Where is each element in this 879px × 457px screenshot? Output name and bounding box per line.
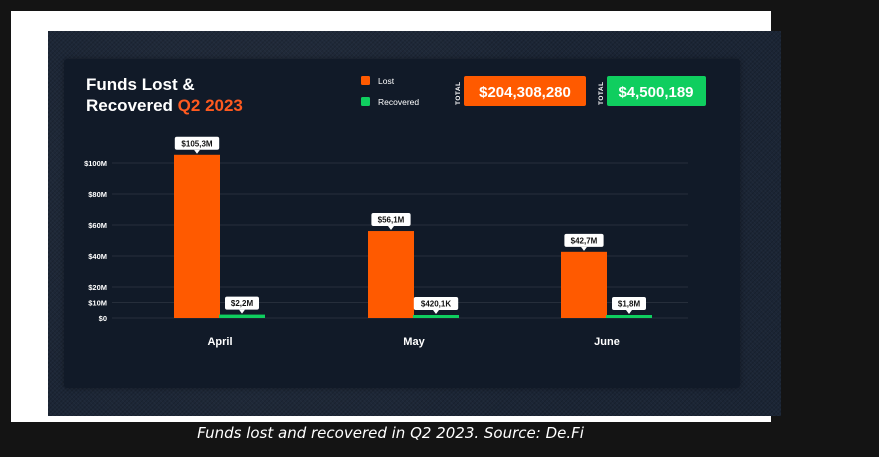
figure-caption: Funds lost and recovered in Q2 2023. Sou… — [197, 424, 584, 442]
total-lost-badge: TOTAL $204,308,280 — [455, 76, 586, 106]
data-label: $420,1K — [413, 297, 459, 314]
legend-swatch-lost — [361, 76, 370, 85]
data-label-pointer — [239, 309, 245, 314]
figure-frame: Funds Lost & Recovered Q2 2023 Lost Reco… — [11, 11, 781, 422]
data-label-bg — [371, 213, 411, 227]
data-label-bg — [174, 136, 220, 150]
data-label: $105,3M — [174, 136, 220, 154]
data-label-bg — [413, 297, 459, 310]
y-tick-label: $10M — [88, 299, 107, 308]
data-label: $56,1M — [371, 213, 411, 231]
legend-swatch-recovered — [361, 97, 370, 106]
y-axis-ticks: $0 $10M $20M $40M $60M $80M $100M — [84, 159, 107, 323]
y-tick-label: $100M — [84, 159, 107, 168]
chart-title-line2: Recovered Q2 2023 — [86, 96, 243, 115]
chart-title-period: Q2 2023 — [178, 96, 243, 115]
legend-label-recovered: Recovered — [378, 97, 419, 107]
data-label: $2,2M — [225, 296, 259, 314]
data-label-pointer — [194, 149, 200, 154]
data-label-pointer — [626, 310, 632, 314]
bars — [174, 154, 652, 318]
bar-lost — [368, 231, 414, 318]
bar-recovered — [606, 315, 652, 318]
y-tick-label: $0 — [99, 314, 107, 323]
bar-recovered — [413, 315, 459, 318]
data-label: $1,8M — [612, 297, 646, 314]
data-label-pointer — [433, 310, 439, 314]
bar-lost — [174, 154, 220, 318]
data-label-pointer — [581, 246, 587, 251]
y-tick-label: $40M — [88, 252, 107, 261]
y-tick-label: $60M — [88, 221, 107, 230]
data-label-text: $42,7M — [571, 236, 598, 245]
legend: Lost Recovered — [361, 76, 419, 107]
data-label-text: $420,1K — [421, 300, 451, 309]
legend-label-lost: Lost — [378, 76, 395, 86]
total-lost-background — [464, 76, 586, 106]
chart-title-recovered: Recovered — [86, 96, 178, 115]
data-label-bg — [225, 296, 259, 310]
chart-svg: Funds Lost & Recovered Q2 2023 Lost Reco… — [84, 75, 706, 348]
x-tick-label: June — [594, 336, 620, 348]
data-label-bg — [564, 233, 604, 247]
bar-recovered — [219, 314, 265, 318]
x-axis-ticks: April May June — [207, 336, 619, 348]
data-label-pointer — [388, 226, 394, 231]
x-tick-label: April — [207, 336, 232, 348]
total-recovered-word: TOTAL — [598, 81, 605, 105]
total-recovered-badge: TOTAL $4,500,189 — [598, 76, 706, 106]
y-tick-label: $20M — [88, 283, 107, 292]
data-label-text: $105,3M — [181, 139, 212, 148]
total-recovered-background — [607, 76, 706, 106]
data-label: $42,7M — [564, 233, 604, 251]
data-label-text: $1,8M — [618, 300, 641, 309]
chart-title-line1: Funds Lost & — [86, 75, 195, 94]
x-tick-label: May — [403, 336, 425, 348]
data-label-bg — [612, 297, 646, 310]
total-lost-word: TOTAL — [455, 81, 462, 105]
data-label-text: $56,1M — [378, 216, 405, 225]
data-label-text: $2,2M — [231, 299, 254, 308]
total-lost-value: $204,308,280 — [479, 84, 571, 101]
total-recovered-value: $4,500,189 — [618, 84, 693, 101]
chart-figure: Funds Lost & Recovered Q2 2023 Lost Reco… — [48, 31, 781, 416]
bar-lost — [561, 251, 607, 318]
data-labels: $105,3M $2,2M $56,1M $420,1K $42,7M $1,8M — [174, 136, 646, 314]
y-tick-label: $80M — [88, 190, 107, 199]
